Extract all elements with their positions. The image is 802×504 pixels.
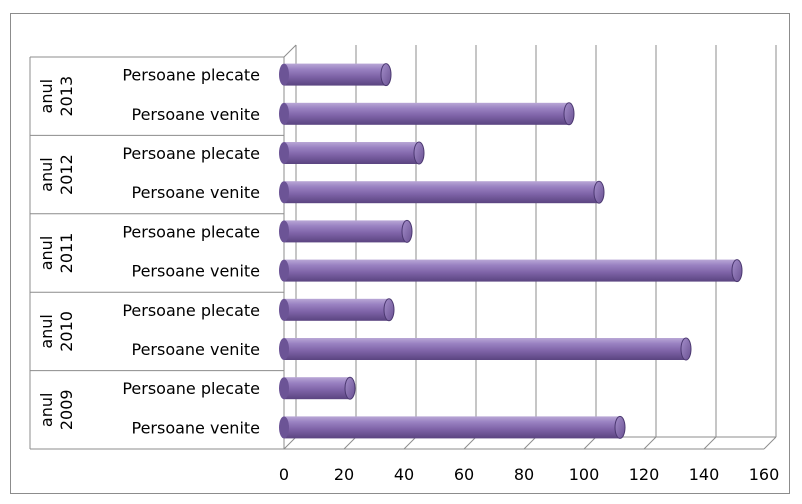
floor-line-120 [643,436,657,450]
category-label: Persoane venite [131,262,260,281]
grid-layer [29,44,777,450]
bar-start-cap [279,416,289,439]
bar [284,102,569,125]
bar-start-cap [279,338,289,360]
bar [284,298,389,321]
x-tick-label: 100 [569,465,600,484]
group-label-prefix: anul [37,79,56,114]
floor-line-100 [583,436,597,450]
floor-line-0 [283,436,297,450]
x-tick-label: 60 [454,465,474,484]
x-tick-label: 140 [689,465,720,484]
x-tick-label: 160 [749,465,780,484]
bar-end-cap [383,298,395,322]
group-label-prefix: anul [37,236,56,271]
bar [284,377,350,400]
category-label: Persoane plecate [122,144,260,163]
category-label: Persoane plecate [122,66,260,85]
bar-start-cap [279,142,289,164]
bar-start-cap [279,298,289,321]
bar-start-cap [279,377,289,400]
chart-frame [10,13,790,494]
floor-line-80 [523,436,537,450]
bar-end-cap [731,259,743,283]
bar-end-cap [593,180,605,204]
bars-layer [279,63,743,439]
category-label: Persoane plecate [122,222,260,241]
x-tick-label: 120 [629,465,660,484]
bar-end-cap [344,376,356,400]
bar [284,416,620,439]
category-label: Persoane venite [131,418,260,437]
category-label: Persoane plecate [122,379,260,398]
x-tick-label: 80 [514,465,534,484]
group-label-year: 2011 [57,233,76,274]
bar-end-cap [563,102,575,126]
group-label-prefix: anul [37,157,56,192]
floor-line-160 [763,436,777,450]
bar-start-cap [279,181,289,204]
group-label-year: 2010 [57,311,76,352]
bar-start-cap [279,220,289,243]
floor-line-140 [703,436,717,450]
group-label-prefix: anul [37,393,56,428]
bar-end-cap [680,337,692,361]
bar-start-cap [279,102,289,125]
bar [284,181,599,204]
floor-line-60 [463,436,477,450]
bar [284,142,419,164]
bar-end-cap [413,141,425,165]
bar [284,259,737,282]
floor-line-40 [403,436,417,450]
bar [284,63,386,86]
category-label: Persoane venite [131,183,260,202]
category-label: Persoane venite [131,105,260,124]
x-tick-label: 20 [334,465,354,484]
group-label-prefix: anul [37,314,56,349]
x-tick-label: 40 [394,465,414,484]
floor-line-20 [343,436,357,450]
wall-top-edge [283,44,297,58]
group-label-year: 2013 [57,76,76,117]
bar-end-cap [614,415,626,439]
bar [284,220,407,243]
bar-start-cap [279,63,289,86]
category-label: Persoane venite [131,340,260,359]
bar-start-cap [279,259,289,282]
bar-end-cap [380,63,392,87]
bar-end-cap [401,219,413,243]
x-tick-label: 0 [279,465,289,484]
group-label-year: 2012 [57,154,76,195]
group-label-year: 2009 [57,389,76,430]
category-label: Persoane plecate [122,301,260,320]
bar [284,338,686,360]
